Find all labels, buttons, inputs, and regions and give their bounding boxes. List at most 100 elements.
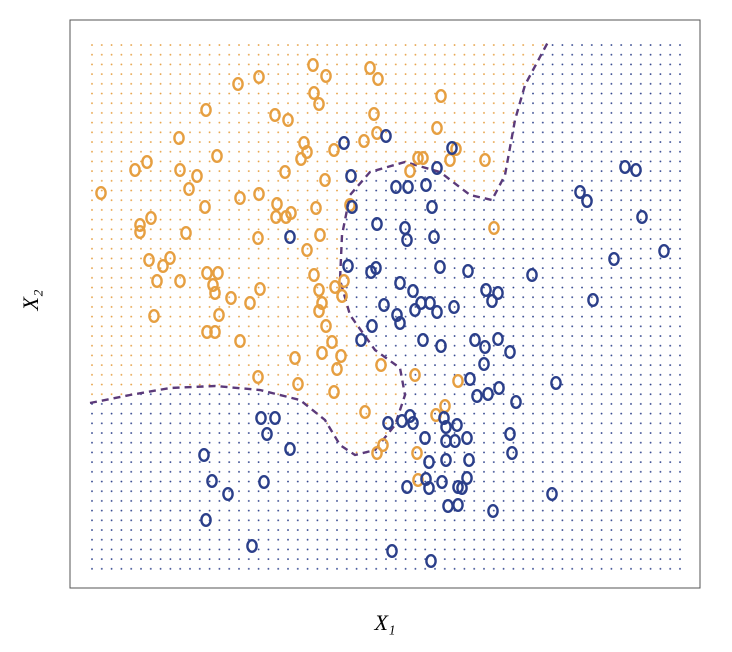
point [253, 69, 265, 84]
point [401, 480, 413, 495]
point [426, 199, 438, 214]
point [279, 164, 291, 179]
point [658, 243, 670, 258]
point [404, 409, 416, 424]
point [319, 172, 331, 187]
point [382, 416, 394, 431]
point [456, 481, 468, 496]
point [301, 242, 313, 257]
point [587, 293, 599, 308]
point [619, 159, 631, 174]
point [386, 544, 398, 559]
point [320, 68, 332, 83]
point [209, 325, 221, 340]
point [320, 319, 332, 334]
point [434, 260, 446, 275]
point [504, 427, 516, 442]
point [464, 372, 476, 387]
point [409, 303, 421, 318]
point [411, 446, 423, 461]
point [510, 395, 522, 410]
point [451, 418, 463, 433]
point [222, 487, 234, 502]
point [492, 332, 504, 347]
point [269, 107, 281, 122]
point [371, 446, 383, 461]
point [232, 76, 244, 91]
point [482, 387, 494, 402]
point [201, 266, 213, 281]
point [358, 133, 370, 148]
point [428, 229, 440, 244]
point [574, 184, 586, 199]
point [504, 345, 516, 360]
point [143, 252, 155, 267]
point [487, 504, 499, 519]
point [417, 150, 429, 165]
point [314, 227, 326, 242]
point [207, 278, 219, 293]
point [134, 224, 146, 239]
point [409, 368, 421, 383]
point [431, 120, 443, 135]
point [486, 294, 498, 309]
point [174, 274, 186, 289]
point [355, 333, 367, 348]
point [446, 140, 458, 155]
point [440, 420, 452, 435]
point [284, 229, 296, 244]
point [151, 274, 163, 289]
point [254, 282, 266, 297]
point [200, 513, 212, 528]
point [269, 411, 281, 426]
point [359, 405, 371, 420]
point [252, 230, 264, 245]
point [630, 162, 642, 177]
point [284, 442, 296, 457]
point [420, 177, 432, 192]
point [338, 135, 350, 150]
x-axis-label: X₁ [373, 610, 395, 635]
region-dots [90, 43, 682, 571]
point [440, 453, 452, 468]
point [129, 162, 141, 177]
point [377, 438, 389, 453]
point [469, 333, 481, 348]
point [488, 220, 500, 235]
point [307, 58, 319, 73]
point [608, 251, 620, 266]
point [417, 333, 429, 348]
point [404, 163, 416, 178]
point [313, 96, 325, 111]
point [292, 377, 304, 392]
point [419, 431, 431, 446]
point [342, 259, 354, 274]
point [331, 362, 343, 377]
point [461, 471, 473, 486]
point [402, 179, 414, 194]
point [234, 334, 246, 349]
point [431, 305, 443, 320]
point [636, 209, 648, 224]
point [368, 106, 380, 121]
point [435, 339, 447, 354]
point [308, 268, 320, 283]
point [301, 144, 313, 159]
point [183, 181, 195, 196]
point [199, 199, 211, 214]
point [246, 539, 258, 554]
point [209, 286, 221, 301]
point [452, 374, 464, 389]
point [423, 481, 435, 496]
point [308, 85, 320, 100]
point [438, 411, 450, 426]
point [173, 130, 185, 145]
point [258, 475, 270, 490]
point [401, 232, 413, 247]
point [211, 148, 223, 163]
point [435, 88, 447, 103]
point [200, 102, 212, 117]
point [191, 168, 203, 183]
point [198, 448, 210, 463]
point [407, 284, 419, 299]
